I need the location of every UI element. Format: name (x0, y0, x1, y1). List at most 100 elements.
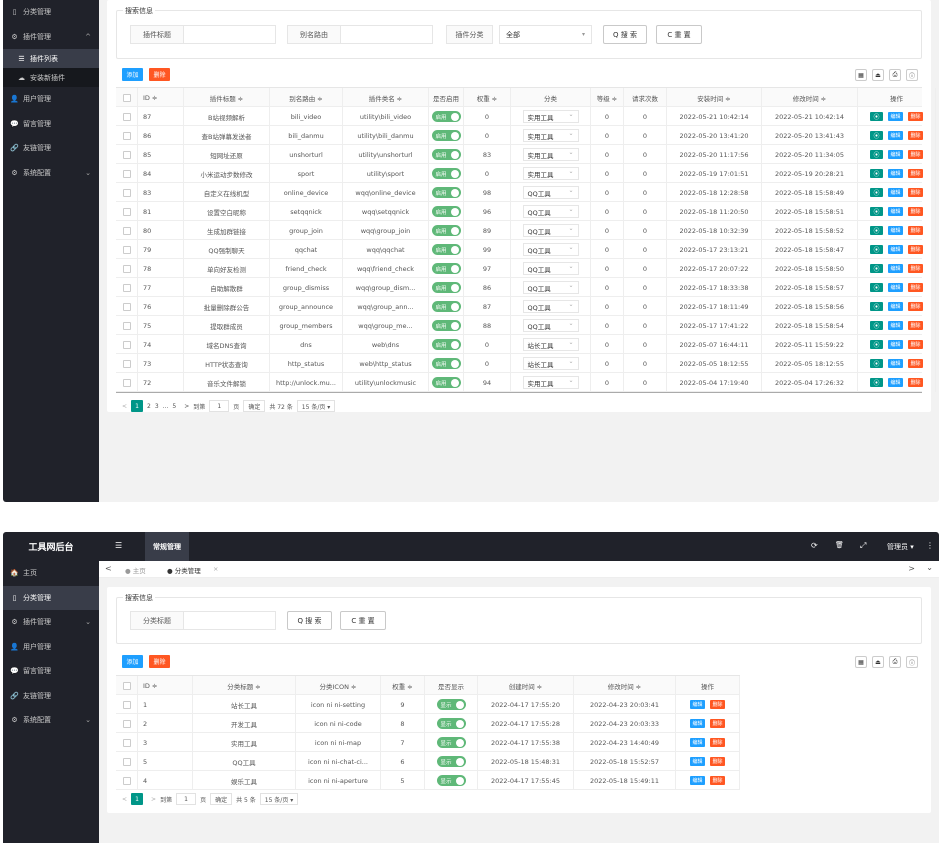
trash-icon[interactable]: 🗑 (835, 541, 844, 549)
settings-icon[interactable]: ⦿ (870, 169, 883, 178)
show-toggle[interactable]: 显示 (436, 756, 466, 767)
checkbox[interactable] (122, 321, 131, 330)
row-checkbox[interactable] (116, 695, 138, 714)
enabled-toggle[interactable]: 启用 (431, 282, 461, 293)
confirm-button[interactable]: 确定 (243, 400, 266, 412)
delete-row-button[interactable]: 删除 (710, 719, 725, 728)
export-icon[interactable]: ⏏ (872, 69, 884, 81)
page-button[interactable]: 2 (147, 402, 151, 410)
print-icon[interactable]: ⎙ (889, 69, 901, 81)
show-toggle[interactable]: 显示 (436, 699, 466, 710)
next-page-button[interactable]: > (151, 795, 157, 803)
column-header[interactable]: 是否显示 (425, 676, 478, 695)
row-checkbox[interactable] (116, 221, 138, 240)
show-toggle[interactable]: 显示 (436, 737, 466, 748)
edit-button[interactable]: 编辑 (888, 226, 903, 235)
row-checkbox[interactable] (116, 145, 138, 164)
edit-button[interactable]: 编辑 (888, 207, 903, 216)
prev-page-button[interactable]: < (122, 402, 128, 410)
checkbox[interactable] (122, 264, 131, 273)
checkbox[interactable] (122, 359, 131, 368)
delete-row-button[interactable]: 删除 (908, 302, 923, 311)
column-header[interactable]: 别名路由 ≑ (270, 88, 343, 107)
row-checkbox[interactable] (116, 126, 138, 145)
settings-icon[interactable]: ⦿ (870, 150, 883, 159)
page-input[interactable]: 1 (209, 400, 230, 412)
more-icon[interactable]: ⋮ (926, 541, 934, 550)
delete-row-button[interactable]: 删除 (908, 378, 923, 387)
confirm-button[interactable]: 确定 (210, 793, 233, 805)
category-dropdown[interactable]: 实用工具 (522, 148, 579, 161)
tab-category[interactable]: ● 分类管理 (167, 567, 201, 575)
row-checkbox[interactable] (116, 733, 138, 752)
settings-icon[interactable]: ⦿ (870, 359, 883, 368)
route-input[interactable] (340, 25, 433, 44)
delete-row-button[interactable]: 删除 (908, 150, 923, 159)
delete-row-button[interactable]: 删除 (908, 245, 923, 254)
search-button[interactable]: Q 搜 索 (287, 611, 332, 630)
settings-icon[interactable]: ⦿ (870, 264, 883, 273)
enabled-toggle[interactable]: 启用 (431, 244, 461, 255)
settings-icon[interactable]: ⦿ (870, 226, 883, 235)
category-dropdown[interactable]: QQ工具 (522, 186, 579, 199)
reset-button[interactable]: C 重 置 (656, 25, 702, 44)
checkbox[interactable] (122, 226, 131, 235)
category-dropdown[interactable]: QQ工具 (522, 243, 579, 256)
row-checkbox[interactable] (116, 354, 138, 373)
row-checkbox[interactable] (116, 259, 138, 278)
checkbox[interactable] (122, 245, 131, 254)
row-checkbox[interactable] (116, 240, 138, 259)
row-checkbox[interactable] (116, 316, 138, 335)
tab-general-management[interactable]: 常规管理 (145, 532, 189, 561)
tab-home[interactable]: ● 主页 (125, 567, 146, 575)
edit-button[interactable]: 编辑 (888, 378, 903, 387)
column-header[interactable]: 权重 ≑ (381, 676, 425, 695)
search-button[interactable]: Q 搜 索 (603, 25, 647, 44)
page-button[interactable]: 5 (172, 402, 177, 410)
edit-button[interactable]: 编辑 (690, 700, 705, 709)
sidebar-item-home[interactable]: 🏠 主页 (3, 561, 99, 586)
column-header[interactable]: 分类ICON ≑ (296, 676, 381, 695)
edit-button[interactable]: 编辑 (690, 757, 705, 766)
sidebar-item-links[interactable]: 🔗 友链管理 (3, 684, 99, 709)
delete-row-button[interactable]: 删除 (908, 340, 923, 349)
user-menu[interactable]: 管理员 ▾ (887, 543, 914, 551)
column-header[interactable]: 修改时间 ≑ (762, 88, 858, 107)
delete-row-button[interactable]: 删除 (710, 700, 725, 709)
reset-button[interactable]: C 重 置 (340, 611, 386, 630)
tab-prev-icon[interactable]: < (105, 564, 112, 573)
delete-row-button[interactable]: 删除 (908, 321, 923, 330)
column-header[interactable]: 请求次数 (624, 88, 667, 107)
sidebar-item-category[interactable]: ▯ 分类管理 (3, 0, 99, 25)
tab-next-icon[interactable]: > (908, 564, 915, 573)
column-header[interactable]: 创建时间 ≑ (478, 676, 574, 695)
delete-row-button[interactable]: 删除 (908, 188, 923, 197)
category-dropdown[interactable]: QQ工具 (522, 205, 579, 218)
per-page-select[interactable]: 15 条/页 ▾ (296, 400, 336, 412)
edit-button[interactable]: 编辑 (690, 719, 705, 728)
enabled-toggle[interactable]: 启用 (431, 187, 461, 198)
category-dropdown[interactable]: 实用工具 (522, 110, 579, 123)
delete-row-button[interactable]: 删除 (908, 283, 923, 292)
sidebar-item-category[interactable]: ▯ 分类管理 (3, 585, 99, 610)
checkbox[interactable] (122, 340, 131, 349)
page-input[interactable]: 1 (176, 793, 197, 805)
row-checkbox[interactable] (116, 164, 138, 183)
column-header[interactable]: ID ≑ (138, 88, 184, 107)
select-all-checkbox[interactable] (116, 88, 138, 107)
enabled-toggle[interactable]: 启用 (431, 206, 461, 217)
columns-icon[interactable]: ▦ (855, 656, 867, 668)
delete-row-button[interactable]: 删除 (908, 359, 923, 368)
row-checkbox[interactable] (116, 278, 138, 297)
page-button[interactable]: 3 (154, 402, 159, 410)
settings-icon[interactable]: ⦿ (870, 340, 883, 349)
edit-button[interactable]: 编辑 (888, 264, 903, 273)
column-header[interactable]: 等级 ≑ (591, 88, 624, 107)
column-header[interactable]: 安装时间 ≑ (667, 88, 762, 107)
enabled-toggle[interactable]: 启用 (431, 130, 461, 141)
sidebar-item-plugins[interactable]: ⚙ 插件管理 ⌄ (3, 610, 99, 635)
delete-row-button[interactable]: 删除 (710, 776, 725, 785)
settings-icon[interactable]: ⦿ (870, 283, 883, 292)
edit-button[interactable]: 编辑 (690, 776, 705, 785)
category-dropdown[interactable]: 站长工具 (522, 338, 579, 351)
